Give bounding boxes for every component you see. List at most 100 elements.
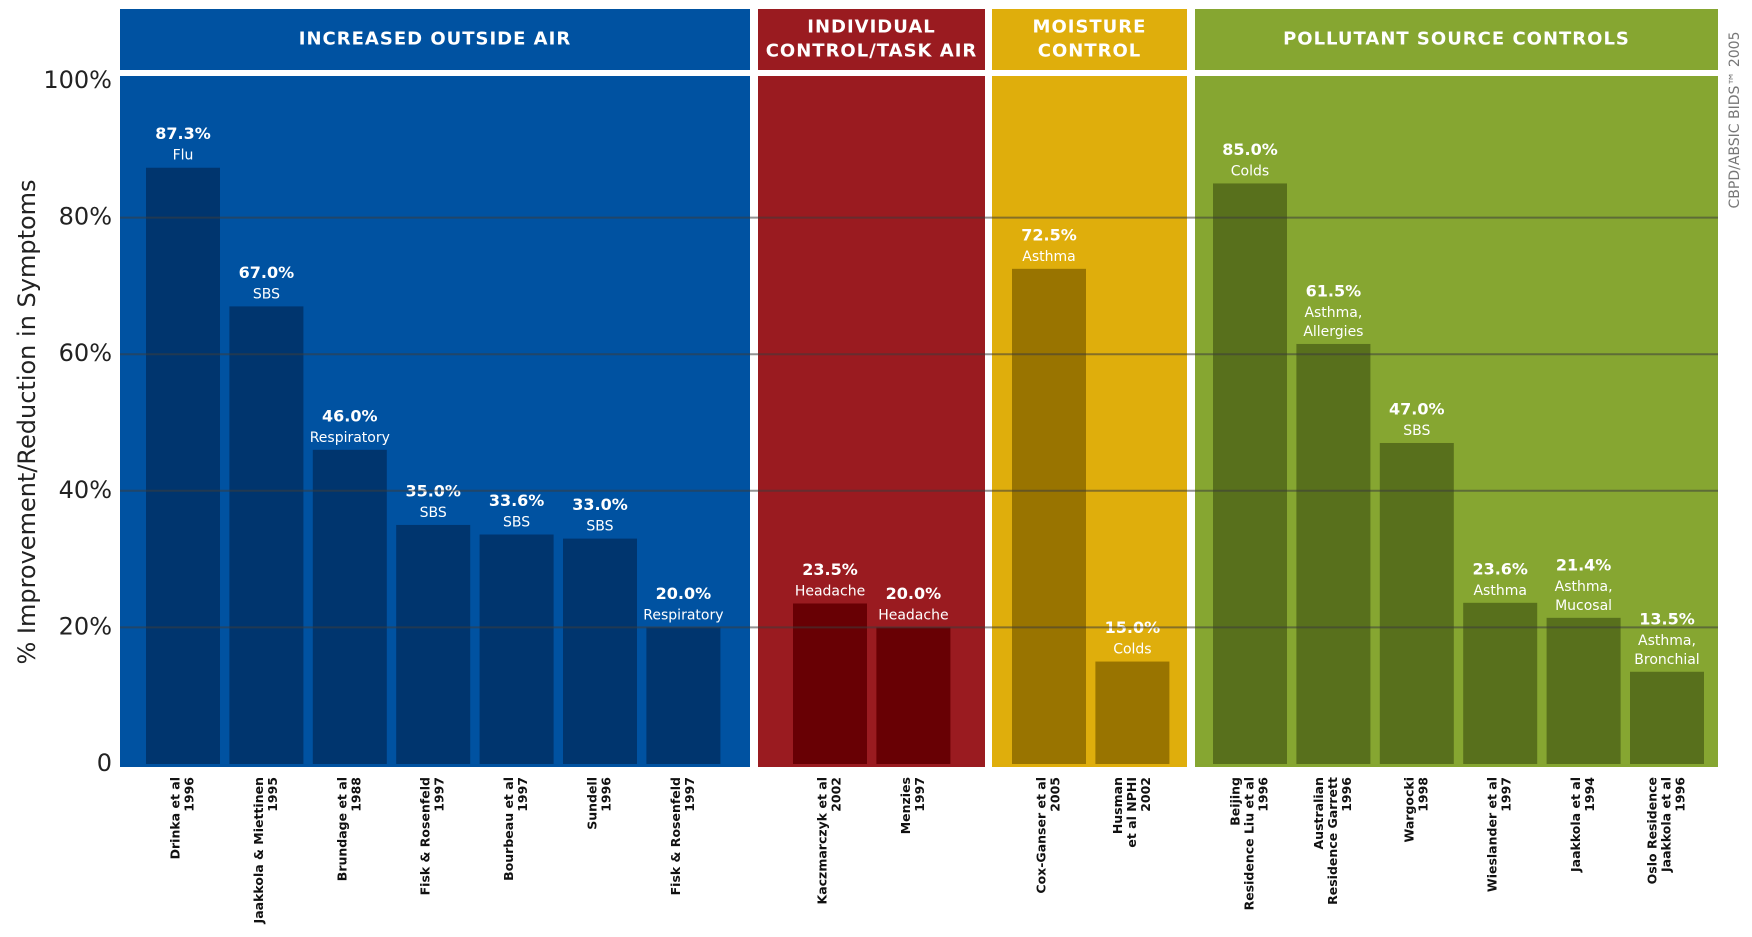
bar [646, 627, 721, 764]
bar [1296, 343, 1371, 764]
bar [1095, 661, 1170, 764]
y-tick-label: 20% [59, 612, 112, 640]
x-tick-label: Jaakkola & Miettinen [251, 777, 266, 924]
symptom-label: Asthma, [1555, 579, 1613, 595]
group-title: INDIVIDUAL [807, 17, 935, 38]
x-tick-label: Brundage et al [334, 777, 349, 881]
symptom-label: Colds [1231, 163, 1269, 179]
credit: CBPD/ABSIC BIDS™ 2005 [1727, 32, 1743, 209]
group-header [758, 9, 985, 70]
x-tick-label: Drinka et al [168, 777, 183, 859]
symptom-label: Asthma [1473, 583, 1526, 599]
x-tick-label: 2002 [829, 777, 844, 812]
symptom-label: Asthma [1022, 249, 1075, 265]
y-tick-label: 100% [43, 66, 112, 94]
x-tick-label: 1998 [1415, 777, 1430, 812]
y-tick-label: 40% [59, 476, 112, 504]
symptom-label: Respiratory [643, 607, 723, 623]
x-tick-label: 1996 [182, 777, 197, 812]
y-tick-label: 60% [59, 339, 112, 367]
value-label: 72.5% [1021, 225, 1077, 244]
value-label: 61.5% [1306, 281, 1362, 300]
bar [563, 538, 637, 764]
symptom-label: Bronchial [1634, 652, 1699, 668]
x-tick-label: Jaakkola et al [1568, 777, 1583, 873]
symptom-label: Colds [1113, 642, 1151, 658]
symptom-label: SBS [253, 286, 280, 302]
bar [1213, 183, 1287, 764]
value-label: 13.5% [1639, 609, 1695, 628]
x-tick-label: Husman [1110, 777, 1125, 834]
x-tick-label: Residence Garrett [1325, 777, 1340, 905]
group-title: POLLUTANT SOURCE CONTROLS [1283, 29, 1630, 50]
x-tick-label: 1997 [515, 777, 530, 812]
symptom-label: SBS [586, 519, 613, 535]
value-label: 23.6% [1472, 559, 1528, 578]
value-label: 67.0% [239, 263, 295, 282]
x-tick-label: 1996 [1339, 777, 1354, 812]
x-tick-label: Fisk & Rosenfeld [418, 777, 433, 895]
symptom-label: Flu [173, 148, 194, 164]
x-tick-label: 1997 [432, 777, 447, 812]
value-label: 23.5% [802, 560, 858, 579]
x-tick-label: Kaczmarczyk et al [815, 777, 830, 904]
x-tick-label: 1996 [1673, 777, 1688, 812]
y-tick-label: 80% [59, 203, 112, 231]
group-header [992, 9, 1187, 70]
group-title: CONTROL [1038, 41, 1142, 62]
symptom-label: Respiratory [310, 430, 390, 446]
x-tick-label: 1997 [682, 777, 697, 812]
symptom-label: SBS [503, 515, 530, 531]
x-tick-label: 1996 [599, 777, 614, 812]
bar [1463, 602, 1538, 764]
value-label: 33.6% [489, 491, 545, 510]
bar [1379, 442, 1454, 764]
x-tick-label: Beijing [1228, 777, 1243, 826]
symptom-label: Headache [795, 583, 865, 599]
bar [1546, 617, 1621, 764]
x-tick-label: 1995 [265, 777, 280, 812]
group-header [120, 9, 750, 70]
x-tick-label: 2005 [1048, 777, 1063, 812]
symptom-label: Allergies [1303, 324, 1363, 340]
symptom-label: Asthma, [1638, 633, 1696, 649]
x-tick-label: Wargocki [1401, 777, 1416, 843]
symptom-label: Headache [878, 607, 948, 623]
y-tick-label: 0 [97, 749, 112, 777]
value-label: 85.0% [1222, 140, 1278, 159]
value-label: 33.0% [572, 495, 628, 514]
value-label: 20.0% [886, 584, 942, 603]
x-tick-label: Sundell [585, 777, 600, 830]
x-tick-label: Bourbeau et al [501, 777, 516, 881]
x-tick-label: Fisk & Rosenfeld [668, 777, 683, 895]
x-tick-label: Wieslander et al [1485, 777, 1500, 892]
x-tick-label: 1994 [1582, 777, 1597, 812]
value-label: 46.0% [322, 406, 378, 425]
symptom-label: SBS [1403, 423, 1430, 439]
x-tick-label: 2002 [1138, 777, 1153, 812]
bar [146, 167, 220, 765]
value-label: 87.3% [155, 124, 211, 143]
group-header [1195, 9, 1718, 70]
bar [479, 534, 554, 764]
symptom-label: Mucosal [1555, 598, 1612, 614]
x-tick-label: 1997 [912, 777, 927, 812]
symptom-label: SBS [420, 505, 447, 521]
bar [396, 524, 471, 764]
x-tick-label: Residence Liu et al [1242, 777, 1257, 910]
x-tick-label: Cox-Ganser et al [1034, 777, 1049, 894]
x-tick-label: Australian [1311, 777, 1326, 850]
x-tick-label: 1988 [348, 777, 363, 812]
symptom-label: Asthma, [1304, 305, 1362, 321]
x-tick-label: 1997 [1499, 777, 1514, 812]
group-panel [758, 76, 985, 767]
group-title: INCREASED OUTSIDE AIR [299, 29, 571, 50]
x-tick-label: Menzies [898, 777, 913, 834]
group-title: MOISTURE [1033, 17, 1147, 38]
y-axis-label: % Improvement/Reduction in Symptoms [13, 179, 41, 664]
bar [312, 449, 387, 764]
x-tick-label: et al NPHI [1124, 777, 1139, 848]
bar [793, 603, 867, 764]
x-tick-label: Jaakkola et al [1659, 777, 1674, 873]
bar [1630, 671, 1704, 764]
